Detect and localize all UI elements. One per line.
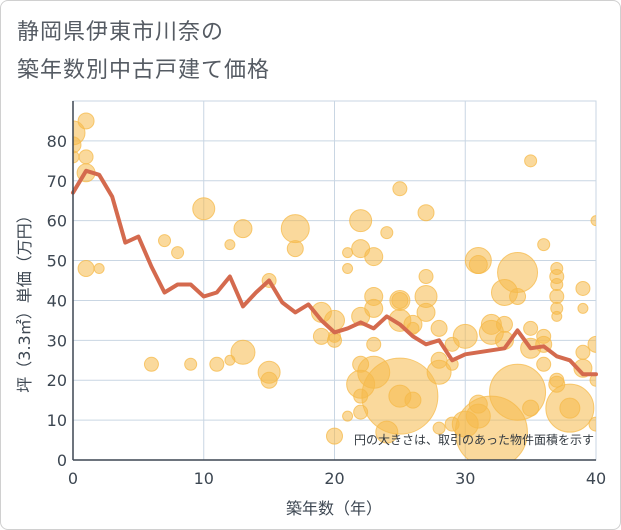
bubble-point	[603, 338, 615, 350]
bubble-point	[452, 323, 478, 349]
bubble-point	[78, 149, 94, 165]
bubble-point	[588, 416, 596, 432]
bubble-point	[575, 280, 591, 296]
bubble-point	[342, 263, 354, 275]
y-tick-label: 50	[47, 252, 67, 271]
x-tick-label: 0	[68, 469, 78, 488]
bubble-point	[497, 252, 539, 294]
x-tick-label: 40	[586, 469, 606, 488]
bubble-point	[523, 320, 539, 336]
bubble-point	[77, 260, 95, 278]
bubble-layer	[73, 112, 616, 460]
bubble-point	[326, 427, 343, 445]
bubble-point	[430, 319, 448, 337]
y-tick-label: 0	[57, 451, 67, 470]
chart-title-line1: 静岡県伊東市川奈の	[17, 20, 225, 45]
bubble-point	[587, 335, 596, 353]
bubble-point	[364, 247, 384, 267]
y-tick-label: 10	[47, 411, 67, 430]
bubble-point	[73, 136, 82, 154]
bubble-point	[590, 215, 596, 227]
bubble-point	[224, 239, 236, 251]
bubble-point	[143, 356, 159, 372]
bubble-point	[312, 327, 330, 345]
bubble-point	[602, 313, 616, 327]
bubble-point	[260, 371, 278, 389]
bubble-point	[559, 397, 581, 419]
bubble-point	[468, 255, 488, 275]
x-tick-label: 30	[455, 469, 475, 488]
bubble-point	[522, 399, 540, 417]
bubble-point	[537, 238, 551, 252]
y-tick-label: 80	[47, 132, 67, 151]
bubble-point	[77, 112, 95, 130]
bubble-point	[404, 391, 422, 409]
bubble-point	[426, 359, 452, 385]
bubble-point	[209, 356, 225, 372]
bubble-point	[575, 344, 591, 360]
x-tick-label: 20	[324, 469, 344, 488]
trend-line-layer	[71, 168, 598, 377]
bubble-point	[93, 263, 105, 275]
bubble-point	[366, 336, 382, 352]
bubble-point	[192, 197, 216, 221]
bubble-point	[602, 381, 616, 395]
bubble-point	[536, 356, 552, 372]
bubble-point	[589, 373, 596, 387]
axes-layer: 0 10 20 30 40 0 10 20 30 40 50 60 70 80	[47, 101, 606, 488]
bubble-point	[230, 339, 256, 365]
bubble-point	[602, 325, 616, 339]
bubble-point	[171, 246, 185, 260]
bubble-point	[364, 298, 384, 318]
bubble-point	[549, 288, 565, 304]
bubble-point	[495, 315, 513, 333]
bubble-point	[392, 181, 408, 197]
y-axis-label: 坪（3.3㎡）単価（万円）	[15, 207, 34, 392]
y-tick-label: 20	[47, 371, 67, 390]
bubble-point	[184, 357, 198, 371]
x-axis-label: 築年数（年）	[286, 499, 382, 518]
y-tick-label: 60	[47, 212, 67, 231]
bubble-point	[233, 219, 253, 239]
bubble-point	[551, 310, 563, 322]
bubble-point	[416, 302, 436, 322]
average-price-line	[71, 168, 598, 377]
y-tick-label: 70	[47, 172, 67, 191]
bubble-point	[380, 226, 394, 240]
bubble-point	[280, 214, 310, 244]
bubble-point	[432, 421, 446, 435]
x-tick-label: 10	[194, 469, 214, 488]
y-tick-label: 40	[47, 291, 67, 310]
bubble-point	[158, 234, 172, 248]
bubble-point	[417, 204, 435, 222]
bubble-point	[342, 410, 354, 422]
bubble-point	[550, 277, 564, 291]
chart-annotation: 円の大きさは、取引のあった物件面積を示す	[354, 432, 594, 447]
bubble-point	[524, 154, 538, 168]
bubble-point	[349, 209, 373, 233]
bubble-point	[391, 291, 409, 309]
bubble-point	[577, 302, 589, 314]
bubble-point	[509, 287, 527, 305]
y-tick-label: 30	[47, 331, 67, 350]
bubble-point	[418, 269, 434, 285]
bubble-point	[286, 240, 304, 258]
bubble-point	[342, 247, 354, 259]
chart-title-line2: 築年数別中古戸建て価格	[17, 58, 271, 83]
